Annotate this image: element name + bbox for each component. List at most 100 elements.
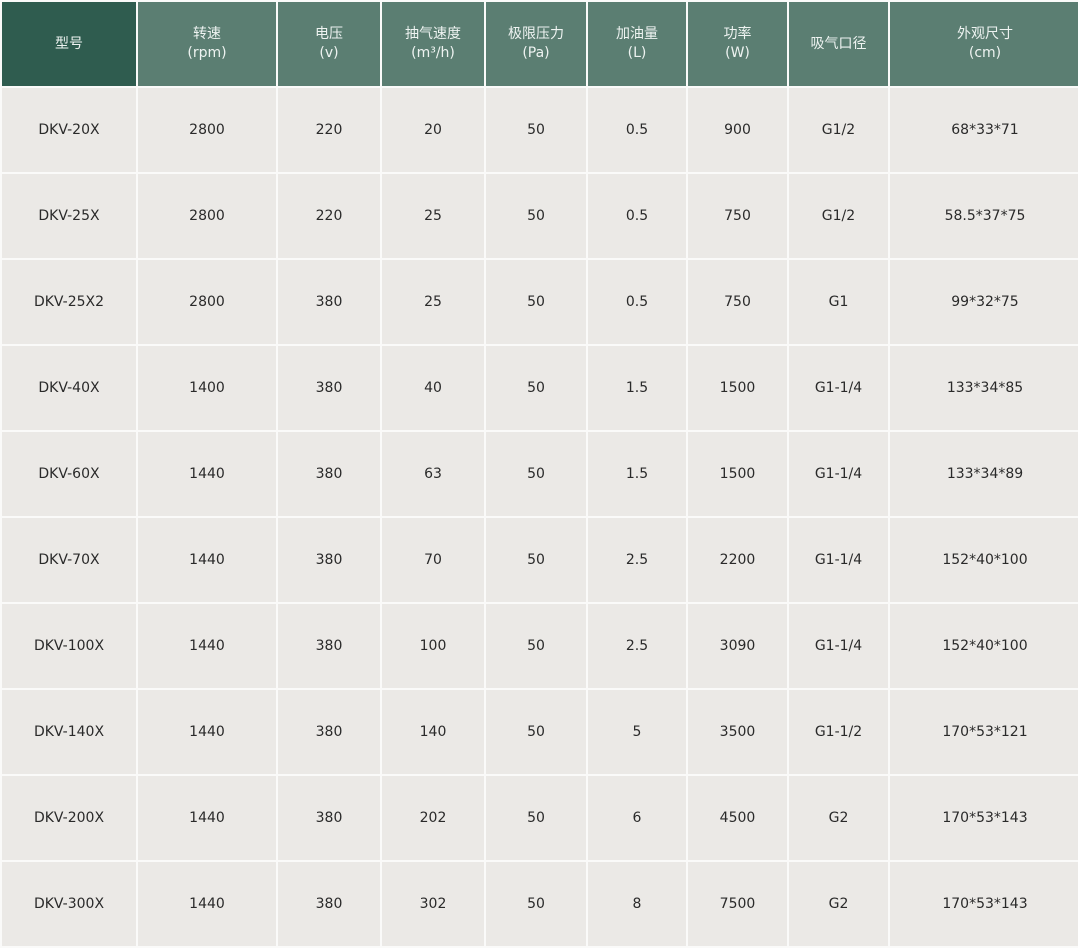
table-cell: 7500 [686,860,789,948]
table-cell: 170*53*143 [888,860,1078,948]
table-row: DKV-70X 1440 380 70 50 2.5 2200 G1-1/4 152*40*10… [0,516,1078,604]
table-cell: 0.5 [586,172,688,260]
table-cell: 1.5 [586,344,688,432]
column-unit: (rpm) [187,45,227,61]
table-cell: 380 [276,860,382,948]
table-row: DKV-60X 1440 380 63 50 1.5 1500 G1-1/4 133*34*89 [0,430,1078,518]
column-header: 功率 (W) [686,0,789,88]
table-cell: 50 [484,860,588,948]
column-header: 吸气口径 [787,0,890,88]
table-cell: DKV-100X [0,602,138,690]
table-row: DKV-200X 1440 380 202 50 6 4500 G2 170*53*143 [0,774,1078,862]
table-cell: 70 [380,516,486,604]
table-cell: 0.5 [586,86,688,174]
table-cell: 68*33*71 [888,86,1078,174]
column-label: 转速 [193,26,221,42]
table-cell: 50 [484,344,588,432]
table-cell: 750 [686,258,789,346]
table-row: DKV-300X 1440 380 302 50 8 7500 G2 170*53*143 [0,860,1078,948]
table-cell: G2 [787,860,890,948]
table-cell: 900 [686,86,789,174]
table-cell: 6 [586,774,688,862]
column-header: 极限压力 (Pa) [484,0,588,88]
column-label: 外观尺寸 [957,26,1013,42]
table-cell: 0.5 [586,258,688,346]
table-cell: DKV-25X [0,172,138,260]
table-cell: DKV-25X2 [0,258,138,346]
table-cell: 380 [276,688,382,776]
table-cell: 140 [380,688,486,776]
table-cell: 133*34*85 [888,344,1078,432]
table-cell: 1440 [136,774,278,862]
table-cell: 3500 [686,688,789,776]
table-cell: 170*53*121 [888,688,1078,776]
table-cell: 50 [484,258,588,346]
column-header: 抽气速度 (m³/h) [380,0,486,88]
table-cell: 1500 [686,430,789,518]
table-cell: 20 [380,86,486,174]
table-cell: 133*34*89 [888,430,1078,518]
column-header: 型号 [0,0,138,88]
table-row: DKV-25X2 2800 380 25 50 0.5 750 G1 99*32*75 [0,258,1078,346]
table-cell: G1-1/4 [787,344,890,432]
column-header: 电压 (v) [276,0,382,88]
table-cell: 380 [276,258,382,346]
column-label: 吸气口径 [810,35,867,52]
table-cell: 2200 [686,516,789,604]
table-cell: 2800 [136,258,278,346]
table-cell: 1440 [136,688,278,776]
column-label: 极限压力 [508,26,564,42]
table-cell: G1/2 [787,172,890,260]
table-cell: DKV-60X [0,430,138,518]
column-header: 转速 (rpm) [136,0,278,88]
column-label: 加油量 [616,26,658,42]
column-label: 功率 [723,26,752,42]
column-unit: (m³/h) [411,45,455,61]
table-cell: 2800 [136,86,278,174]
table-cell: 380 [276,774,382,862]
table-cell: G1-1/2 [787,688,890,776]
table-cell: G1-1/4 [787,516,890,604]
column-label: 型号 [55,35,83,52]
table-cell: 1440 [136,602,278,690]
table-cell: G1/2 [787,86,890,174]
table-cell: 380 [276,602,382,690]
table-cell: 25 [380,172,486,260]
header-row: 型号 转速 (rpm) 电压 (v) 抽气速度 (m³/h) 极限压力 (Pa) 加油量 (L) 功率… [0,0,1078,88]
table-cell: 152*40*100 [888,516,1078,604]
table-cell: 5 [586,688,688,776]
table-cell: 50 [484,86,588,174]
table-cell: G1-1/4 [787,602,890,690]
table-cell: 50 [484,602,588,690]
table-cell: 1440 [136,860,278,948]
table-cell: 380 [276,430,382,518]
table-cell: 750 [686,172,789,260]
table-cell: 152*40*100 [888,602,1078,690]
table-cell: G2 [787,774,890,862]
table-cell: 50 [484,430,588,518]
table-row: DKV-140X 1440 380 140 50 5 3500 G1-1/2 170*53*12… [0,688,1078,776]
table-cell: 63 [380,430,486,518]
table-cell: 100 [380,602,486,690]
table-cell: DKV-20X [0,86,138,174]
table-cell: 302 [380,860,486,948]
column-unit: (cm) [968,45,1002,61]
table-row: DKV-40X 1400 380 40 50 1.5 1500 G1-1/4 133*34*85 [0,344,1078,432]
table-cell: 50 [484,516,588,604]
table-cell: DKV-140X [0,688,138,776]
table-cell: 380 [276,516,382,604]
table-cell: 2.5 [586,602,688,690]
table-cell: 50 [484,774,588,862]
table-cell: 4500 [686,774,789,862]
table-row: DKV-20X 2800 220 20 50 0.5 900 G1/2 68*33*71 [0,86,1078,174]
table-cell: G1-1/4 [787,430,890,518]
column-unit: (W) [725,45,750,61]
column-unit: (L) [627,45,647,61]
column-header: 加油量 (L) [586,0,688,88]
column-unit: (Pa) [522,45,550,61]
table-cell: 3090 [686,602,789,690]
table-cell: DKV-200X [0,774,138,862]
table-cell: 25 [380,258,486,346]
table-cell: 220 [276,86,382,174]
